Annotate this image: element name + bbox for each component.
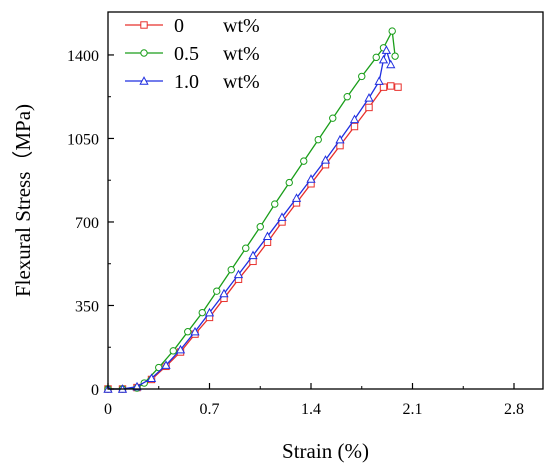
data-point (242, 244, 250, 252)
data-point (277, 212, 287, 221)
data-point (387, 82, 395, 90)
data-point (161, 360, 171, 369)
data-point (306, 174, 316, 183)
x-tick-label: 2.1 (403, 401, 423, 418)
data-point (381, 45, 392, 54)
legend-series-name: 0 (174, 15, 184, 37)
data-point (379, 83, 388, 91)
legend: 0 wt% 0.5 wt% 1.0 wt% (125, 15, 260, 93)
data-point (320, 155, 331, 164)
data-point (386, 59, 396, 69)
data-point (169, 347, 177, 355)
data-point (155, 363, 163, 372)
x-tick-label: 0 (104, 401, 112, 418)
data-point (213, 287, 221, 295)
data-point (175, 344, 186, 354)
legend-marker (140, 21, 148, 29)
data-point (374, 76, 384, 85)
y-tick-label: 1400 (67, 48, 99, 65)
legend-item: 0.5 wt% (125, 43, 260, 65)
data-point (364, 93, 374, 102)
data-point (233, 269, 244, 279)
axis-ticks: 0 0.7 1.4 2.1 2.8 0 350 700 1050 1400 (67, 48, 524, 418)
legend-series-unit: wt% (223, 15, 260, 37)
data-point (349, 114, 360, 124)
plot-area (103, 27, 402, 393)
data-point (285, 178, 293, 187)
legend-marker (139, 76, 149, 85)
y-tick-label: 1050 (67, 131, 99, 148)
data-point (204, 307, 215, 317)
x-axis-title: Strain (%) (282, 439, 369, 463)
x-tick-label: 1.4 (301, 401, 321, 418)
data-point (184, 328, 192, 336)
y-tick-label: 0 (91, 382, 99, 399)
data-point (190, 326, 200, 336)
x-tick-label: 2.8 (504, 401, 524, 418)
legend-marker (140, 49, 148, 57)
data-point (146, 373, 157, 382)
data-point (262, 231, 273, 240)
data-point (227, 265, 235, 274)
data-point (198, 308, 206, 317)
x-tick-label: 0.7 (200, 401, 220, 418)
data-point (350, 122, 359, 131)
y-tick-label: 350 (75, 298, 99, 315)
data-point (256, 223, 264, 231)
data-point (132, 381, 142, 391)
data-point (358, 72, 366, 81)
legend-series-name: 0.5 (174, 43, 199, 65)
data-point (329, 114, 337, 122)
data-point (314, 135, 322, 144)
data-point (248, 250, 258, 260)
y-tick-label: 700 (75, 215, 99, 232)
data-point (271, 200, 279, 208)
data-point (365, 103, 373, 112)
legend-series-unit: wt% (223, 43, 260, 65)
series-line (108, 47, 392, 390)
data-point (391, 52, 399, 60)
series-triangle (103, 45, 396, 393)
data-point (394, 83, 402, 91)
data-point (300, 157, 308, 165)
legend-item: 0 wt% (125, 15, 260, 37)
data-point (372, 53, 380, 62)
legend-item: 1.0 wt% (125, 71, 260, 93)
series-line (108, 85, 399, 390)
y-axis-title: Flexural Stress（MPa) (11, 104, 35, 297)
data-point (378, 54, 389, 64)
legend-series-unit: wt% (223, 71, 260, 93)
plot-frame (107, 11, 544, 390)
data-point (335, 134, 345, 144)
data-point (388, 27, 396, 35)
data-point (219, 288, 229, 298)
data-point (291, 193, 302, 202)
data-point (343, 93, 351, 101)
legend-series-name: 1.0 (174, 71, 199, 93)
